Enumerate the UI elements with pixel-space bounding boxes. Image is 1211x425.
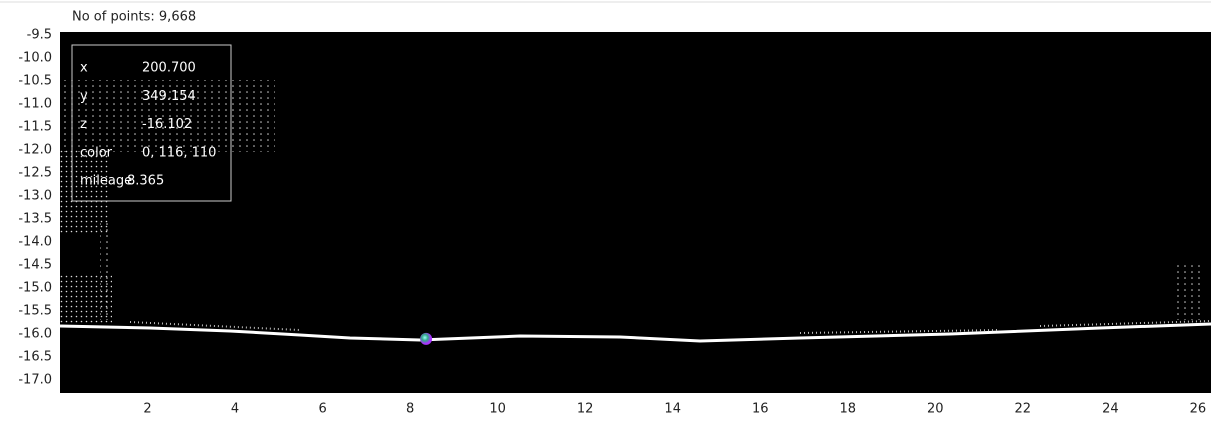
- x-tick-label: 6: [318, 402, 326, 417]
- y-tick-label: -15.0: [18, 281, 52, 296]
- tooltip-value: 200.700: [142, 61, 196, 76]
- tooltip-label: color: [80, 145, 113, 160]
- y-tick-label: -15.5: [18, 304, 52, 319]
- x-tick-label: 2: [143, 402, 151, 417]
- y-tick-label: -9.5: [27, 28, 52, 43]
- y-tick-label: -16.5: [18, 350, 52, 365]
- y-tick-label: -10.0: [18, 51, 52, 66]
- x-tick-label: 14: [664, 402, 681, 417]
- selected-point: [420, 333, 432, 345]
- y-tick-label: -16.0: [18, 327, 52, 342]
- x-tick-label: 10: [489, 402, 506, 417]
- x-tick-label: 8: [406, 402, 414, 417]
- x-tick-label: 18: [839, 402, 856, 417]
- points-structure: [60, 275, 112, 325]
- points-pole: [1172, 265, 1202, 320]
- tooltip-value: 0, 116, 110: [142, 145, 216, 160]
- point-count: No of points: 9,668: [72, 10, 196, 25]
- tooltip-value: 8.365: [127, 174, 164, 189]
- y-tick-label: -10.5: [18, 74, 52, 89]
- tooltip-label: mileage: [80, 174, 132, 189]
- profile-viewer: No of points: 9,668 x 200.700 y 349.154 z -16…: [0, 0, 1211, 421]
- tooltip-label: y: [80, 89, 88, 104]
- x-tick-label: 22: [1015, 402, 1032, 417]
- x-tick-label: 4: [231, 402, 239, 417]
- tooltip-value: -16.102: [142, 117, 192, 132]
- y-tick-label: -12.0: [18, 143, 52, 158]
- y-tick-label: -12.5: [18, 166, 52, 181]
- tooltip-label: z: [80, 117, 87, 132]
- x-tick-label: 16: [752, 402, 769, 417]
- tooltip-value: 349.154: [142, 89, 196, 104]
- y-tick-label: -13.0: [18, 189, 52, 204]
- page: {"header": "No of points: 9,668", "chart…: [0, 0, 1211, 421]
- y-tick-label: -17.0: [18, 373, 52, 388]
- y-tick-label: -11.5: [18, 120, 52, 135]
- y-tick-label: -14.5: [18, 258, 52, 273]
- y-tick-label: -13.5: [18, 212, 52, 227]
- x-tick-label: 20: [927, 402, 944, 417]
- x-tick-label: 26: [1190, 402, 1207, 417]
- x-tick-label: 24: [1102, 402, 1119, 417]
- y-tick-label: -11.0: [18, 97, 52, 112]
- x-tick-label: 12: [577, 402, 594, 417]
- tooltip-label: x: [80, 61, 88, 76]
- y-tick-label: -14.0: [18, 235, 52, 250]
